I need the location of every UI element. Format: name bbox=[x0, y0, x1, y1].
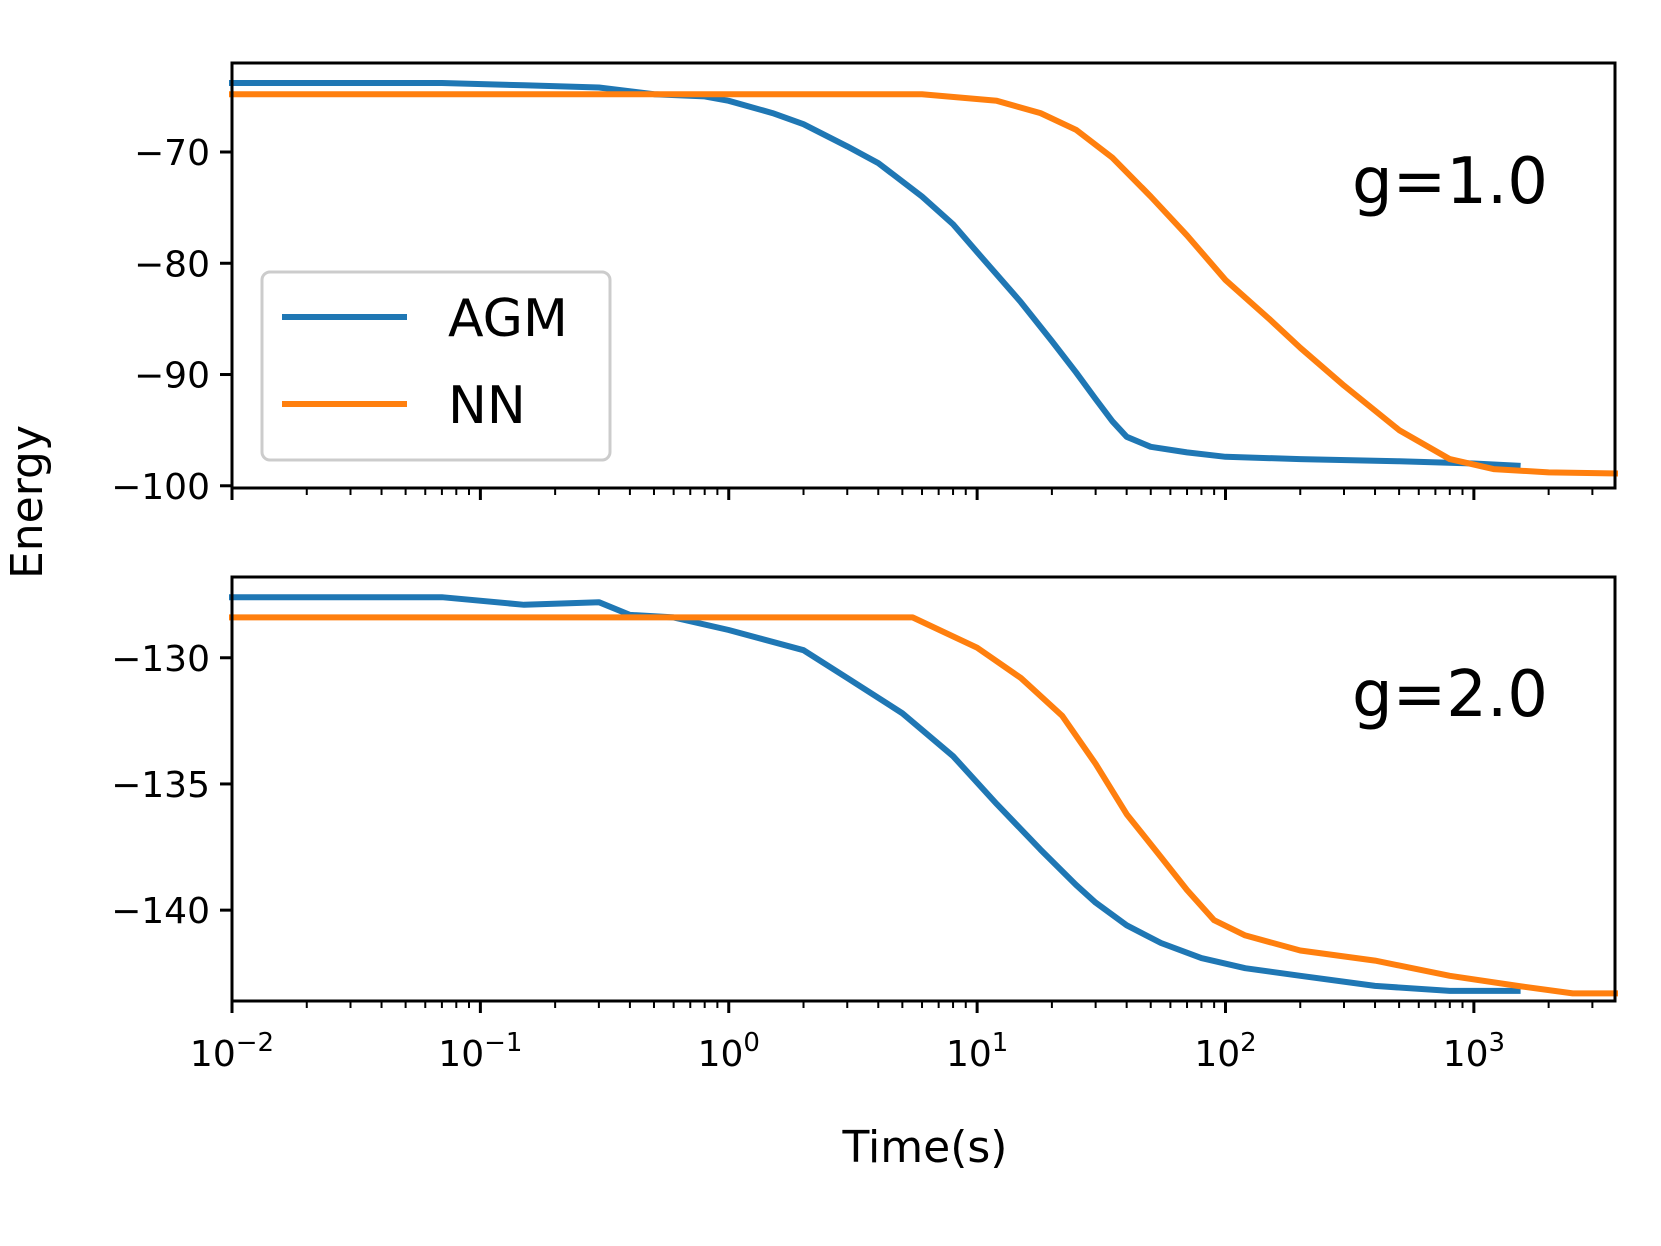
panel-g1: −70 −80 −90 −100 g=1.0 AGM NN bbox=[111, 61, 1619, 508]
x-tick-label-g2: 10−1 bbox=[438, 1028, 522, 1075]
x-tick-label-g2: 10−2 bbox=[190, 1028, 274, 1075]
panel-g2-lines bbox=[229, 594, 1618, 997]
series-line-nn-g2 bbox=[229, 614, 1618, 997]
series-line-nn-g1 bbox=[229, 91, 1619, 477]
panel-g1-lines bbox=[229, 80, 1619, 477]
x-tick-label-g2: 102 bbox=[1194, 1028, 1256, 1075]
x-tick-label-g2: 101 bbox=[946, 1028, 1008, 1075]
legend: AGM NN bbox=[260, 270, 612, 462]
y-tick-label-g2: −135 bbox=[111, 765, 210, 806]
x-tick-label-g2: 100 bbox=[698, 1028, 760, 1075]
y-tick-label-g1: −80 bbox=[134, 244, 210, 285]
y-axis-label: Energy bbox=[2, 425, 53, 579]
legend-label-agm: AGM bbox=[448, 289, 568, 349]
panel-g2: −130 −135 −140 10−2 10−1 100 101 102 103 g=2.0 bbox=[111, 575, 1618, 1075]
legend-label-nn: NN bbox=[448, 376, 526, 436]
panel-g2-frame bbox=[230, 575, 1617, 1003]
panel-g1-annotation: g=1.0 bbox=[1352, 145, 1548, 219]
series-line-agm-g2 bbox=[229, 594, 1521, 994]
y-tick-label-g2: −130 bbox=[111, 639, 210, 680]
y-tick-label-g2: −140 bbox=[111, 891, 210, 932]
panel-g1-frame bbox=[230, 61, 1617, 490]
panel-g2-annotation: g=2.0 bbox=[1352, 658, 1548, 732]
x-axis-label: Time(s) bbox=[842, 1122, 1008, 1173]
x-tick-label-g2: 103 bbox=[1443, 1028, 1505, 1075]
panel-g1-ticks: −70 −80 −90 −100 bbox=[111, 133, 1594, 508]
y-tick-label-g1: −70 bbox=[134, 133, 210, 174]
y-tick-label-g1: −100 bbox=[111, 467, 210, 508]
y-tick-label-g1: −90 bbox=[134, 356, 210, 397]
